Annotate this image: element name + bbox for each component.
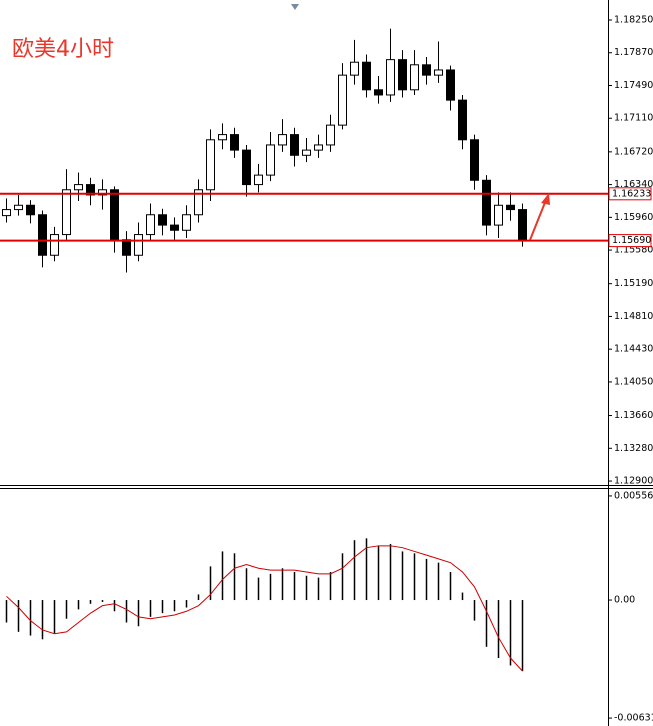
level-tag	[608, 187, 652, 201]
plot: 1.18250 1.17870 1.17490 1.17110 1.16720 1.163…	[0, 14, 653, 724]
candle-body	[26, 204, 35, 216]
y-tick-label: 1.17110	[614, 113, 653, 124]
candle-body	[470, 139, 479, 181]
candle-body	[386, 59, 395, 96]
signal-line	[6, 545, 523, 672]
y-tick-label: 1.17870	[614, 47, 653, 58]
candle-body	[482, 179, 491, 226]
candle-body	[206, 139, 215, 191]
candle-body	[2, 209, 11, 217]
candle-body	[170, 224, 179, 231]
y-tick-label: 0.005567	[614, 490, 653, 501]
arrow-head	[541, 193, 550, 205]
candle-body	[194, 189, 203, 216]
shift-marker	[291, 4, 299, 10]
candle-body	[302, 149, 311, 156]
y-tick-label: 1.12900	[614, 476, 653, 487]
candle-body	[290, 134, 299, 156]
candle-body	[158, 214, 167, 226]
candle-body	[446, 69, 455, 101]
candle-body	[494, 204, 503, 226]
candle-body	[218, 134, 227, 141]
y-tick-label: 1.18250	[614, 14, 653, 25]
candle-body	[326, 124, 335, 146]
chart-title: 欧美4小时	[12, 37, 114, 62]
level-label: 1.15690	[612, 235, 651, 246]
candle-body	[278, 134, 287, 146]
y-tick-label: 1.14430	[614, 344, 653, 355]
candle-body	[374, 89, 383, 96]
candle-body	[506, 204, 515, 211]
candle-body	[134, 234, 143, 256]
candle-body	[314, 144, 323, 151]
candle-body	[98, 189, 107, 196]
y-tick-label: 1.16340	[614, 179, 653, 190]
y-tick-label: 1.15190	[614, 278, 653, 289]
level-tag	[608, 234, 652, 248]
candle-body	[38, 214, 47, 256]
y-tick-label: 1.14810	[614, 311, 653, 322]
candle-body	[422, 64, 431, 76]
candle-body	[338, 74, 347, 126]
candle-body	[182, 214, 191, 231]
candle-body	[74, 184, 83, 191]
candle-body	[110, 189, 119, 241]
candle-body	[62, 189, 71, 236]
candle-body	[434, 69, 443, 76]
candle-body	[362, 61, 371, 91]
candle-body	[266, 144, 275, 176]
candle-body	[50, 234, 59, 256]
y-tick-label: 1.16720	[614, 146, 653, 157]
candle-body	[14, 204, 23, 211]
level-label: 1.16233	[612, 188, 651, 199]
y-tick-label: 1.13280	[614, 443, 653, 454]
candle-body	[254, 174, 263, 186]
candle-body	[146, 214, 155, 236]
y-tick-label: 1.14050	[614, 376, 653, 387]
candle-body	[458, 99, 467, 141]
y-tick-label: 1.15960	[614, 212, 653, 223]
y-tick-label: -0.006311	[614, 713, 653, 724]
y-tick-label: 1.17490	[614, 80, 653, 91]
arrow	[529, 199, 547, 241]
candle-body	[242, 149, 251, 186]
candle-body	[518, 209, 527, 241]
candle-body	[350, 61, 359, 76]
candle-body	[230, 134, 239, 151]
y-tick-label: 1.15580	[614, 245, 653, 256]
candle-body	[410, 64, 419, 91]
candle-body	[86, 184, 95, 196]
candle-body	[122, 239, 131, 256]
y-tick-label: 1.13660	[614, 410, 653, 421]
y-tick-label: 0.00	[614, 595, 635, 606]
candle-body	[398, 59, 407, 91]
